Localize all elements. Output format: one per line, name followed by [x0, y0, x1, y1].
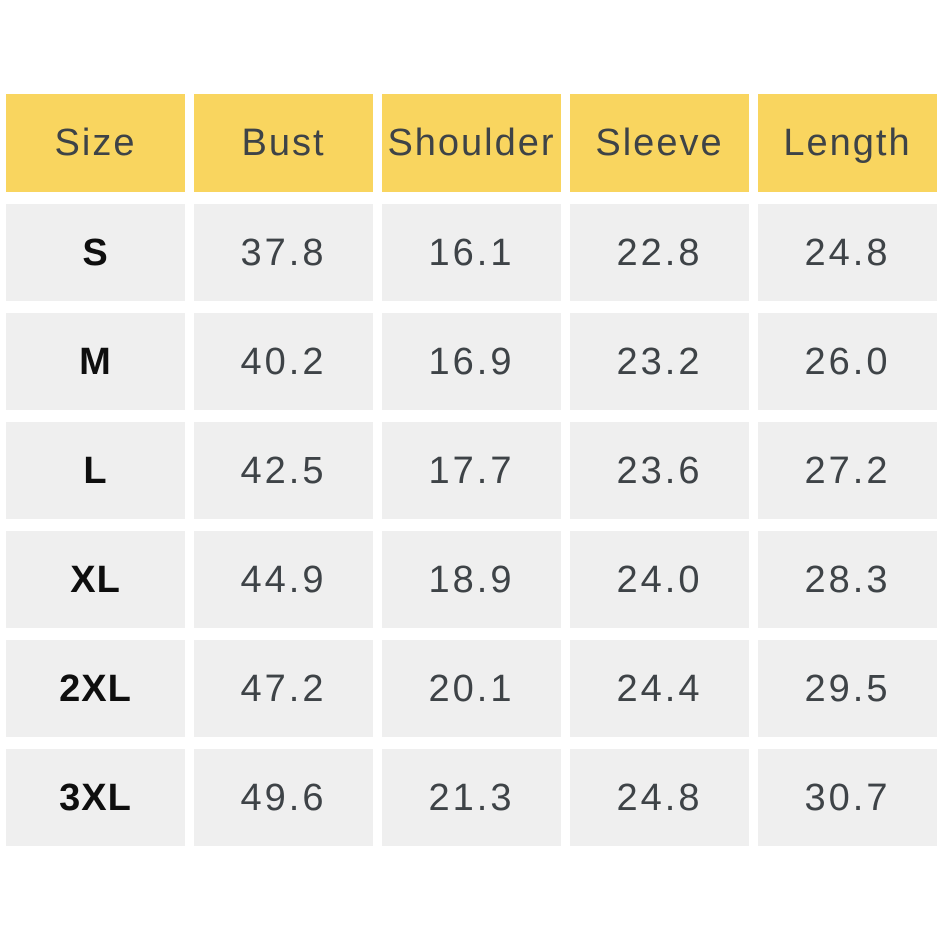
shoulder-value-s: 16.1 [382, 204, 561, 301]
bust-value-l: 42.5 [194, 422, 373, 519]
sleeve-value-xl: 24.0 [570, 531, 749, 628]
size-cell-m: M [6, 313, 185, 410]
bust-value-xl: 44.9 [194, 531, 373, 628]
length-value-xl: 28.3 [758, 531, 937, 628]
sleeve-value-3xl: 24.8 [570, 749, 749, 846]
shoulder-value-3xl: 21.3 [382, 749, 561, 846]
column-header-bust: Bust [194, 94, 373, 192]
size-cell-xl: XL [6, 531, 185, 628]
bust-value-m: 40.2 [194, 313, 373, 410]
size-cell-s: S [6, 204, 185, 301]
bust-value-3xl: 49.6 [194, 749, 373, 846]
length-value-2xl: 29.5 [758, 640, 937, 737]
shoulder-value-2xl: 20.1 [382, 640, 561, 737]
bust-value-2xl: 47.2 [194, 640, 373, 737]
length-value-l: 27.2 [758, 422, 937, 519]
column-header-length: Length [758, 94, 937, 192]
sleeve-value-s: 22.8 [570, 204, 749, 301]
column-header-shoulder: Shoulder [382, 94, 561, 192]
size-cell-3xl: 3XL [6, 749, 185, 846]
sleeve-value-2xl: 24.4 [570, 640, 749, 737]
shoulder-value-m: 16.9 [382, 313, 561, 410]
size-cell-l: L [6, 422, 185, 519]
column-header-sleeve: Sleeve [570, 94, 749, 192]
length-value-3xl: 30.7 [758, 749, 937, 846]
length-value-s: 24.8 [758, 204, 937, 301]
size-chart-table: Size Bust Shoulder Sleeve Length S 37.8 … [6, 94, 937, 846]
size-cell-2xl: 2XL [6, 640, 185, 737]
length-value-m: 26.0 [758, 313, 937, 410]
bust-value-s: 37.8 [194, 204, 373, 301]
shoulder-value-l: 17.7 [382, 422, 561, 519]
shoulder-value-xl: 18.9 [382, 531, 561, 628]
column-header-size: Size [6, 94, 185, 192]
sleeve-value-m: 23.2 [570, 313, 749, 410]
sleeve-value-l: 23.6 [570, 422, 749, 519]
